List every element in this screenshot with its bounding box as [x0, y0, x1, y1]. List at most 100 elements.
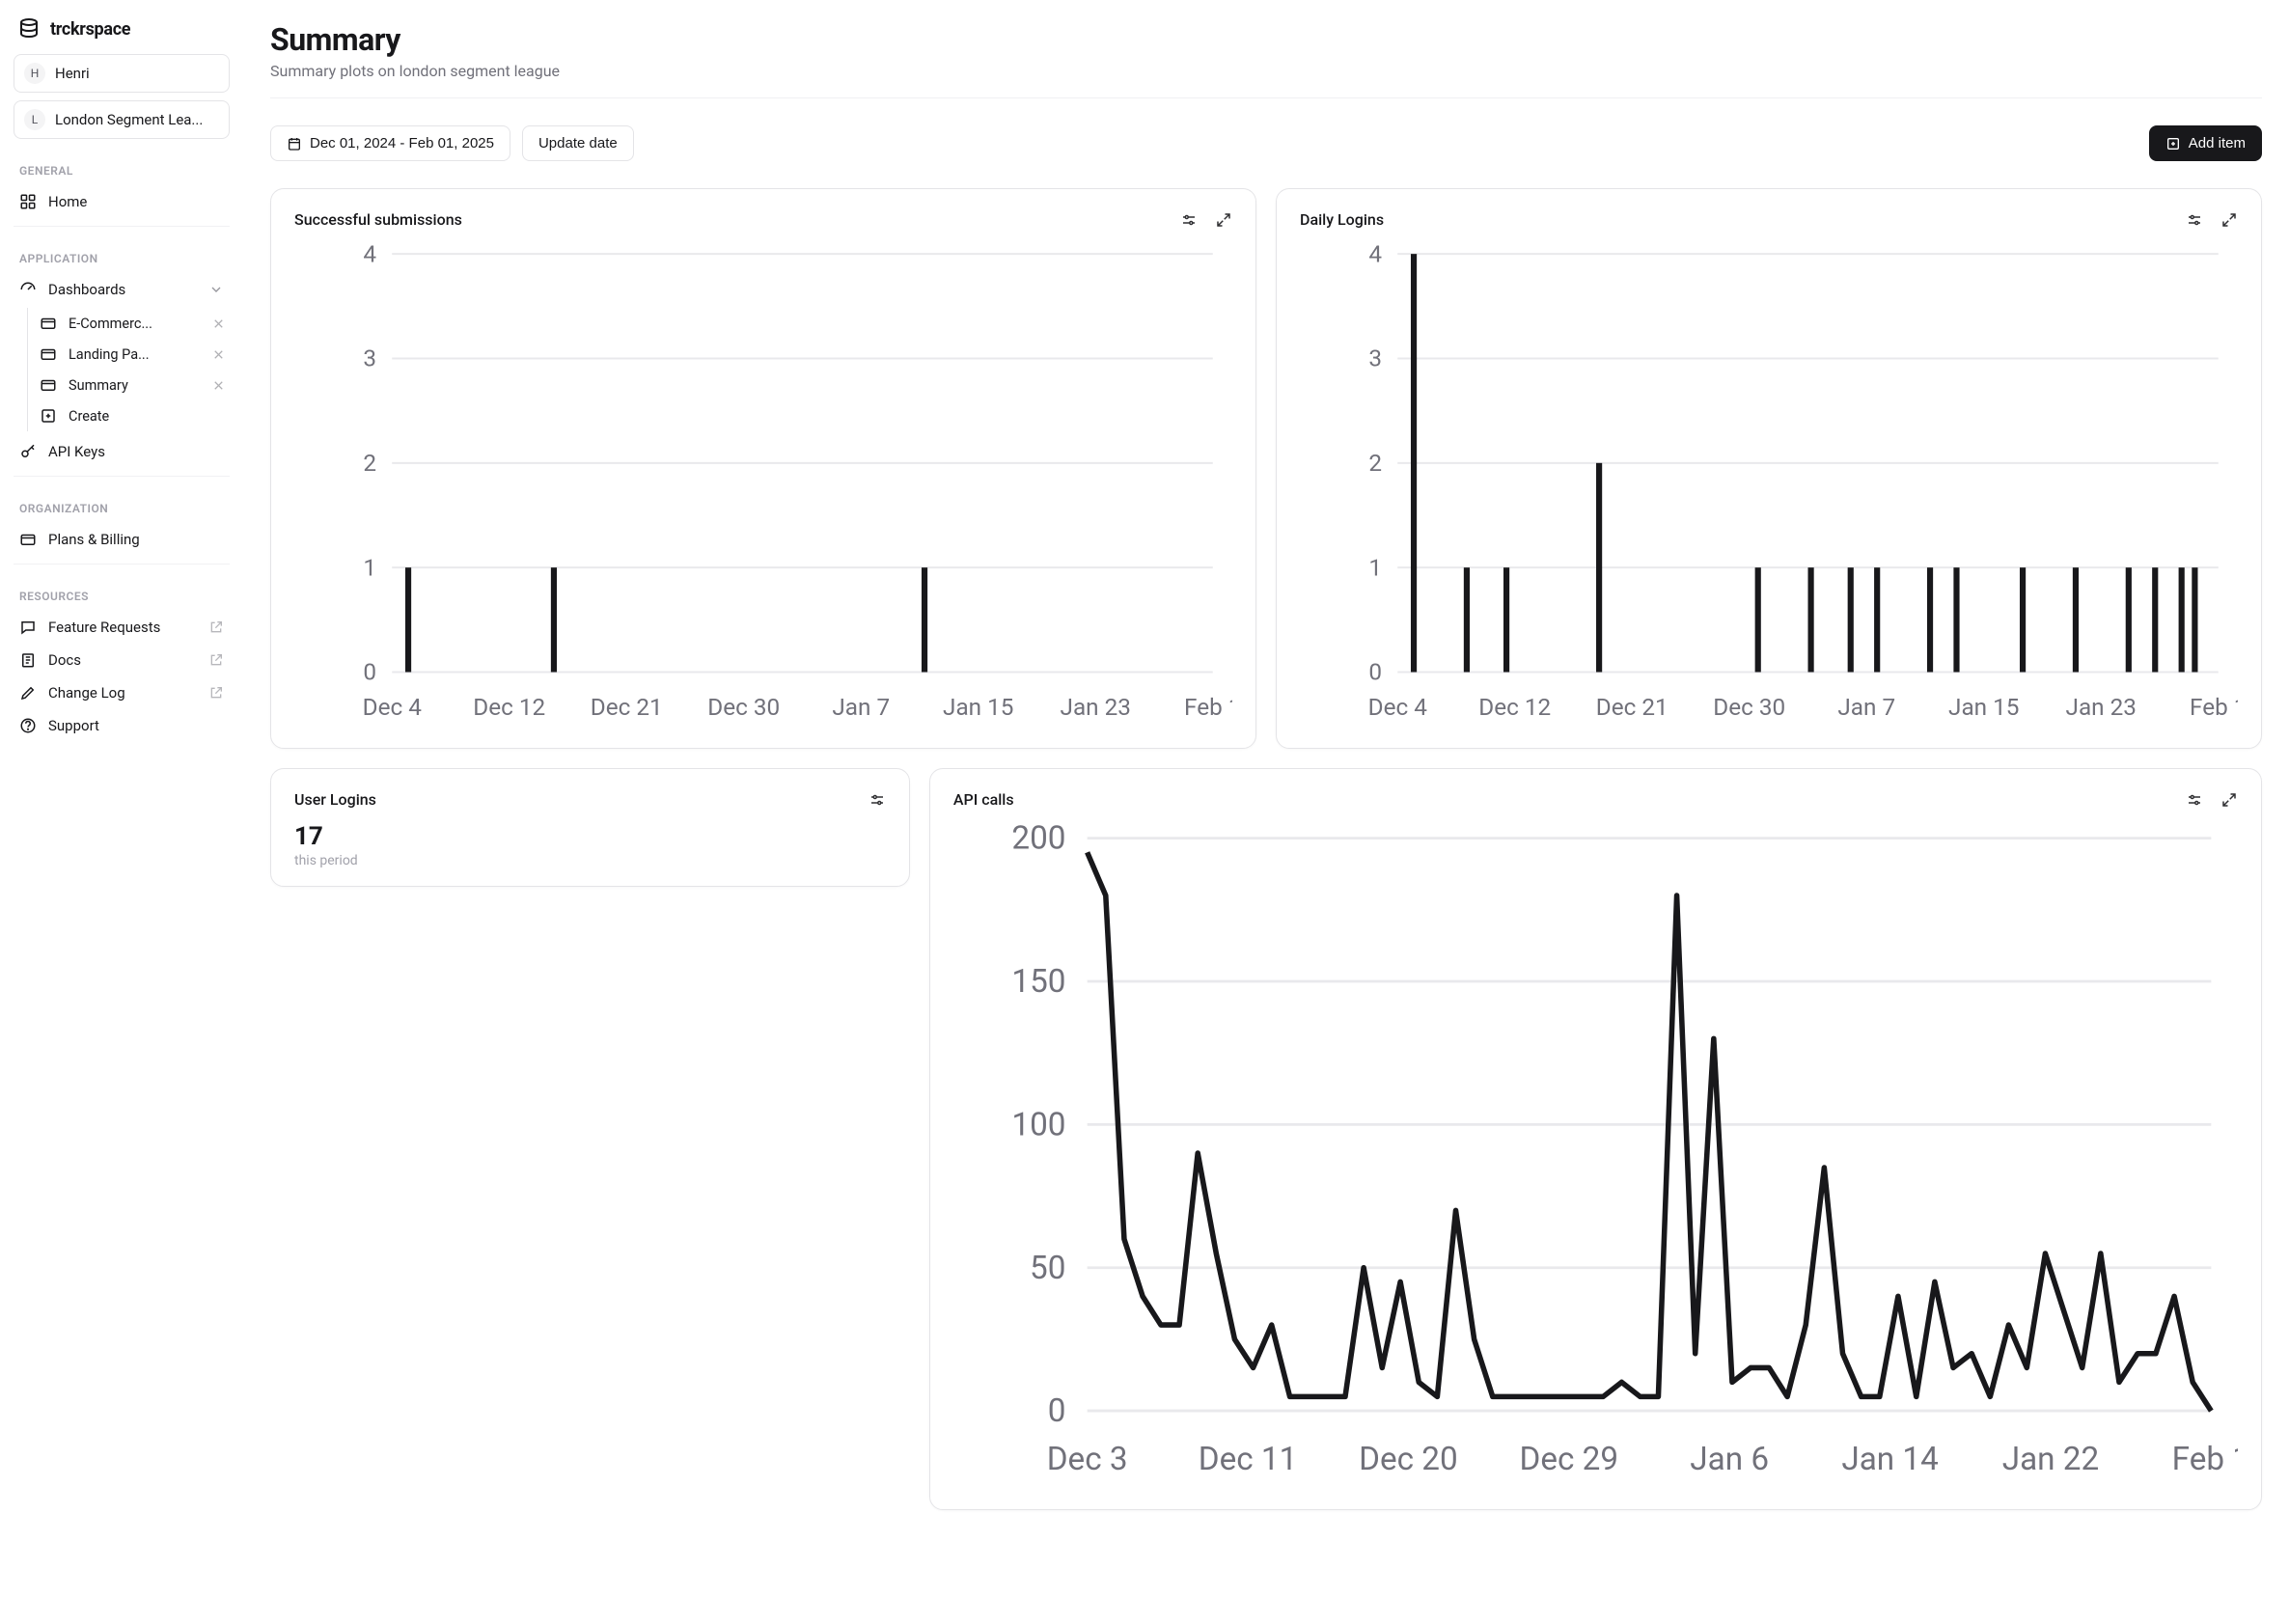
section-general: GENERAL [10, 147, 234, 185]
card-daily-logins-title: Daily Logins [1300, 210, 1384, 229]
date-range-button[interactable]: Dec 01, 2024 - Feb 01, 2025 [270, 125, 510, 161]
help-icon [19, 717, 37, 734]
nav-change-log[interactable]: Change Log [10, 676, 234, 709]
card-submissions: Successful submissions 01234Dec 4Dec 12D… [270, 188, 1256, 749]
plus-square-icon [2165, 136, 2181, 151]
settings-icon[interactable] [869, 791, 886, 809]
svg-text:Dec 12: Dec 12 [1478, 693, 1551, 721]
gauge-icon [19, 281, 37, 298]
pencil-icon [19, 684, 37, 702]
workspace-selector[interactable]: L London Segment Lea... [14, 100, 230, 139]
svg-text:Dec 21: Dec 21 [591, 693, 663, 721]
nav-support-label: Support [48, 717, 99, 734]
key-icon [19, 443, 37, 460]
nav-plans-billing[interactable]: Plans & Billing [10, 523, 234, 556]
user-name: Henri [55, 65, 219, 82]
nav-feature-requests[interactable]: Feature Requests [10, 611, 234, 644]
close-icon[interactable] [211, 317, 226, 331]
nav-home-label: Home [48, 193, 87, 210]
svg-text:Jan 15: Jan 15 [943, 693, 1013, 721]
chevron-down-icon [208, 282, 224, 297]
svg-text:Feb 1: Feb 1 [2172, 1441, 2238, 1478]
svg-text:1: 1 [363, 553, 376, 581]
external-link-icon [208, 652, 224, 668]
nav-docs-label: Docs [48, 651, 81, 669]
svg-text:Jan 15: Jan 15 [1948, 693, 2019, 721]
svg-text:Dec 4: Dec 4 [363, 693, 423, 721]
svg-text:Dec 30: Dec 30 [1713, 693, 1785, 721]
subnav-create[interactable]: Create [32, 400, 234, 431]
svg-text:Dec 4: Dec 4 [1368, 693, 1428, 721]
subnav-landing[interactable]: Landing Pa... [32, 339, 234, 370]
section-organization: ORGANIZATION [10, 484, 234, 523]
add-item-button[interactable]: Add item [2149, 125, 2262, 161]
update-date-button[interactable]: Update date [522, 125, 634, 161]
svg-text:Jan 7: Jan 7 [1837, 693, 1895, 721]
card-user-logins-title: User Logins [294, 790, 376, 809]
svg-text:150: 150 [1011, 963, 1065, 1001]
expand-icon[interactable] [2220, 791, 2238, 809]
card-user-logins: User Logins 17 this period [270, 768, 910, 887]
message-icon [19, 619, 37, 636]
user-logins-sub: this period [294, 853, 886, 868]
svg-text:Dec 12: Dec 12 [473, 693, 545, 721]
update-date-label: Update date [538, 135, 618, 151]
brand: trckrspace [10, 17, 234, 54]
nav-feature-requests-label: Feature Requests [48, 619, 160, 636]
svg-text:Feb 1: Feb 1 [1184, 693, 1232, 721]
nav-home[interactable]: Home [10, 185, 234, 218]
sidebar: trckrspace H Henri L London Segment Lea.… [0, 0, 243, 1624]
toolbar: Dec 01, 2024 - Feb 01, 2025 Update date … [270, 125, 2262, 161]
page-title: Summary [270, 21, 2262, 58]
settings-icon[interactable] [2186, 211, 2203, 229]
nav-docs[interactable]: Docs [10, 644, 234, 676]
daily-logins-chart: 01234Dec 4Dec 12Dec 21Dec 30Jan 7Jan 15J… [1300, 242, 2238, 730]
svg-text:4: 4 [1368, 242, 1382, 267]
settings-icon[interactable] [2186, 791, 2203, 809]
workspace-avatar: L [24, 109, 45, 130]
page-subtitle: Summary plots on london segment league [270, 62, 2262, 80]
main-content: Summary Summary plots on london segment … [243, 0, 2289, 1624]
svg-text:100: 100 [1011, 1107, 1065, 1144]
nav-api-keys-label: API Keys [48, 443, 105, 460]
subnav-summary[interactable]: Summary [32, 370, 234, 400]
date-range-label: Dec 01, 2024 - Feb 01, 2025 [310, 135, 494, 151]
svg-text:Dec 20: Dec 20 [1359, 1441, 1458, 1478]
svg-text:3: 3 [1368, 344, 1382, 372]
svg-text:Dec 3: Dec 3 [1047, 1441, 1128, 1478]
subnav-ecommerce-label: E-Commerc... [69, 316, 152, 332]
nav-support[interactable]: Support [10, 709, 234, 742]
section-application: APPLICATION [10, 234, 234, 273]
subnav-landing-label: Landing Pa... [69, 346, 150, 363]
svg-text:3: 3 [363, 344, 376, 372]
settings-icon[interactable] [1180, 211, 1198, 229]
svg-text:Jan 23: Jan 23 [1061, 693, 1131, 721]
user-selector[interactable]: H Henri [14, 54, 230, 93]
workspace-name: London Segment Lea... [55, 111, 219, 128]
credit-card-icon [19, 531, 37, 548]
close-icon[interactable] [211, 378, 226, 393]
nav-api-keys[interactable]: API Keys [10, 435, 234, 468]
nav-plans-billing-label: Plans & Billing [48, 531, 140, 548]
close-icon[interactable] [211, 347, 226, 362]
create-icon [40, 407, 57, 425]
external-link-icon [208, 619, 224, 635]
svg-text:1: 1 [1368, 553, 1382, 581]
brand-name: trckrspace [50, 19, 130, 40]
expand-icon[interactable] [1215, 211, 1232, 229]
nav-dashboards[interactable]: Dashboards [10, 273, 234, 306]
user-logins-value: 17 [294, 822, 886, 851]
expand-icon[interactable] [2220, 211, 2238, 229]
svg-text:50: 50 [1030, 1250, 1065, 1287]
svg-text:Jan 7: Jan 7 [832, 693, 890, 721]
database-icon [17, 17, 41, 41]
section-resources: RESOURCES [10, 572, 234, 611]
svg-text:Dec 30: Dec 30 [707, 693, 780, 721]
card-icon [40, 345, 57, 363]
dashboards-subnav: E-Commerc... Landing Pa... Summary Creat… [27, 308, 234, 431]
calendar-icon [287, 136, 302, 151]
svg-text:Jan 6: Jan 6 [1690, 1441, 1769, 1478]
card-icon [40, 376, 57, 394]
subnav-ecommerce[interactable]: E-Commerc... [32, 308, 234, 339]
user-avatar: H [24, 63, 45, 84]
